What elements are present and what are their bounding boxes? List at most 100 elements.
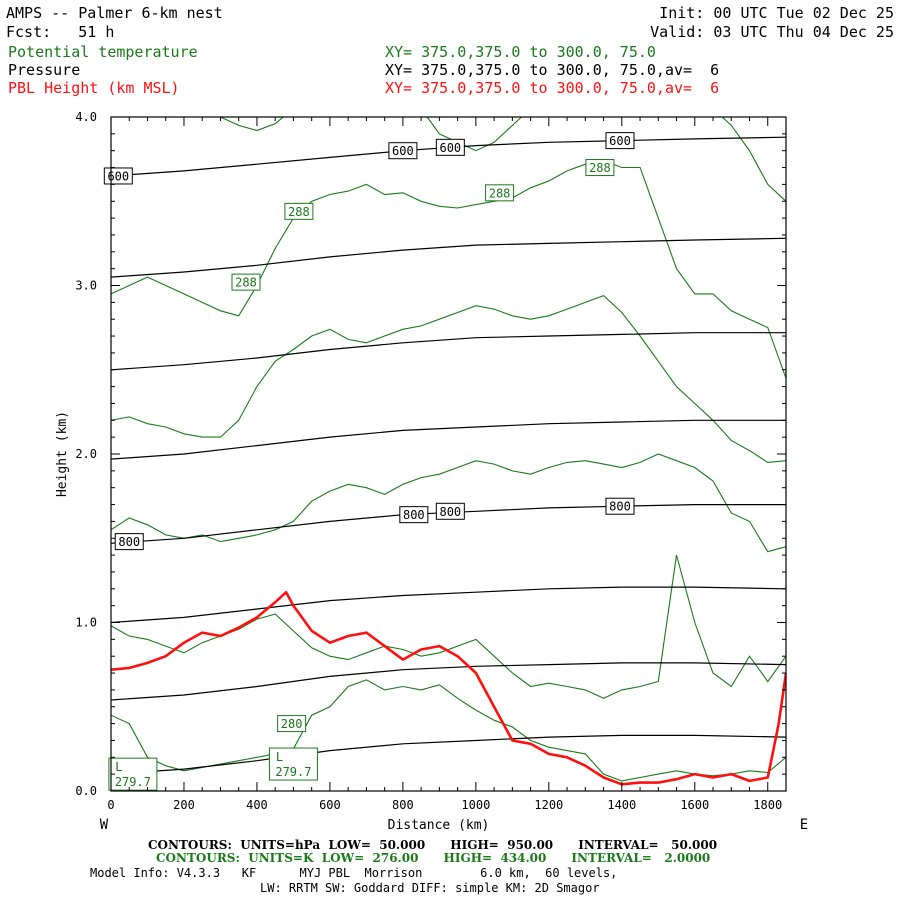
init-time: Init: 00 UTC Tue 02 Dec 25 <box>659 4 894 22</box>
x-tick-label: 0 <box>107 798 114 812</box>
y-axis-label: Height (km) <box>55 411 70 497</box>
pressure-label-1-box <box>388 142 418 160</box>
theta-contour-284 <box>111 453 786 553</box>
x-tick-label: 200 <box>173 798 195 812</box>
pressure-label-2: 600 <box>435 138 465 156</box>
x-tick-label: 800 <box>392 798 414 812</box>
pressure-label-1-text: 600 <box>392 144 414 158</box>
valid-time: Valid: 03 UTC Thu 04 Dec 25 <box>650 23 894 41</box>
pressure-contour-650 <box>111 237 786 278</box>
theta-label-1-text: 288 <box>235 276 257 290</box>
theta-low-marker-1: L <box>276 750 283 764</box>
footer-physics: LW: RRTM SW: Goddard DIFF: simple KM: 2D… <box>260 881 600 895</box>
y-tick-label: 2.0 <box>75 447 97 461</box>
x-tick-label: 1200 <box>534 798 563 812</box>
theta-low-value-1: 279.7 <box>275 765 311 779</box>
pressure-contour-850 <box>111 586 786 624</box>
pressure-label-4-box <box>114 533 144 551</box>
theta-low-marker-0: L <box>115 760 122 774</box>
pressure-label-6: 800 <box>435 502 465 520</box>
pbl-height-series <box>111 590 786 786</box>
pressure-label-2-box <box>435 138 465 156</box>
plot-frame <box>110 116 787 792</box>
y-tick-label: 1.0 <box>75 616 97 630</box>
pressure-label-0: 600 <box>103 167 133 185</box>
pressure-label-6-text: 800 <box>439 505 461 519</box>
x-tick-label: 1600 <box>680 798 709 812</box>
theta-label-2-box <box>485 184 515 202</box>
theta-label-3: 288 <box>585 159 615 177</box>
pressure-contour-700 <box>111 332 786 371</box>
pressure-contour-950 <box>111 734 786 775</box>
theta-label-4-text: 280 <box>281 717 303 731</box>
theta-label-4: 280 <box>277 715 307 733</box>
theta-label-3-text: 288 <box>589 161 611 175</box>
field-pbl-xy: XY= 375.0,375.0 to 300.0, 75.0,av= 6 <box>385 79 720 97</box>
forecast-label: Fcst: 51 h <box>6 24 114 41</box>
pressure-label-5-text: 800 <box>403 508 425 522</box>
y-tick-label: 0.0 <box>75 784 97 798</box>
pressure-label-3-box <box>605 132 635 150</box>
x-tick-label: 600 <box>319 798 341 812</box>
fcst-value: 51 h <box>78 23 115 41</box>
axes: 0 200 400 600 800 1000 1200 1400 1600 1800 0.0 1.0 2… <box>75 110 787 812</box>
theta-contour-288 <box>111 160 786 379</box>
pbl-height-line <box>111 590 786 786</box>
contour-labels: 600 600 600 600 800 800 800 800 288 288 288 288 280 L… <box>103 132 635 791</box>
pressure-label-0-text: 600 <box>107 169 129 183</box>
pressure-label-5-box <box>399 506 429 524</box>
x-tick-label: 1800 <box>753 798 782 812</box>
chart-title: AMPS -- Palmer 6-km nest <box>6 4 223 22</box>
theta-label-0: 288 <box>284 202 314 220</box>
theta-low-box-0 <box>108 757 158 791</box>
x-tick-label: 1000 <box>461 798 490 812</box>
pressure-contour-750 <box>111 419 786 460</box>
theta-contour-280 <box>111 679 786 782</box>
theta-contours <box>111 117 786 782</box>
pressure-label-6-box <box>435 502 465 520</box>
theta-label-1-box <box>231 273 261 291</box>
pressure-label-5: 800 <box>399 506 429 524</box>
pressure-label-3: 600 <box>605 132 635 150</box>
theta-label-3-box <box>585 159 615 177</box>
west-end-label: W <box>100 817 109 833</box>
theta-label-0-box <box>284 202 314 220</box>
field-pressure-xy: XY= 375.0,375.0 to 300.0, 75.0,av= 6 <box>385 61 720 79</box>
field-pbl-name: PBL Height (km MSL) <box>8 79 180 97</box>
field-theta-xy: XY= 375.0,375.0 to 300.0, 75.0 <box>385 43 656 61</box>
theta-contour-286 <box>111 294 786 463</box>
pressure-label-7-box <box>605 497 635 515</box>
pressure-contour-900 <box>111 662 786 701</box>
pressure-label-3-text: 600 <box>609 134 631 148</box>
x-tick-label: 400 <box>246 798 268 812</box>
x-axis-label: Distance (km) <box>388 818 490 833</box>
field-theta-name: Potential temperature <box>8 43 198 61</box>
theta-contour-290 <box>219 117 786 202</box>
pressure-label-4: 800 <box>114 533 144 551</box>
pressure-label-1: 600 <box>388 142 418 160</box>
theta-low-value-0: 279.7 <box>115 775 151 789</box>
east-end-label: E <box>800 817 808 833</box>
footer-theta-contours: CONTOURS: UNITS=K LOW= 276.00 HIGH= 434.… <box>156 851 711 865</box>
pressure-label-4-text: 800 <box>118 535 140 549</box>
theta-low-box-1 <box>268 747 318 781</box>
footer-model-info: Model Info: V4.3.3 KF MYJ PBL Morrison 6… <box>90 866 618 880</box>
y-tick-label: 4.0 <box>75 110 97 124</box>
theta-contour-282 <box>111 554 786 699</box>
y-tick-label: 3.0 <box>75 279 97 293</box>
pressure-label-7: 800 <box>605 497 635 515</box>
pressure-contours <box>111 136 786 775</box>
fcst-label: Fcst: <box>6 23 52 41</box>
field-pressure-name: Pressure <box>8 61 81 79</box>
pressure-label-7-text: 800 <box>609 500 631 514</box>
x-tick-label: 1400 <box>607 798 636 812</box>
theta-label-4-box <box>277 715 307 733</box>
theta-label-2: 288 <box>485 184 515 202</box>
theta-label-1: 288 <box>231 273 261 291</box>
theta-label-0-text: 288 <box>288 205 310 219</box>
footer-pressure-contours: CONTOURS: UNITS=hPa LOW= 50.000 HIGH= 95… <box>148 838 718 852</box>
pressure-label-2-text: 600 <box>439 141 461 155</box>
